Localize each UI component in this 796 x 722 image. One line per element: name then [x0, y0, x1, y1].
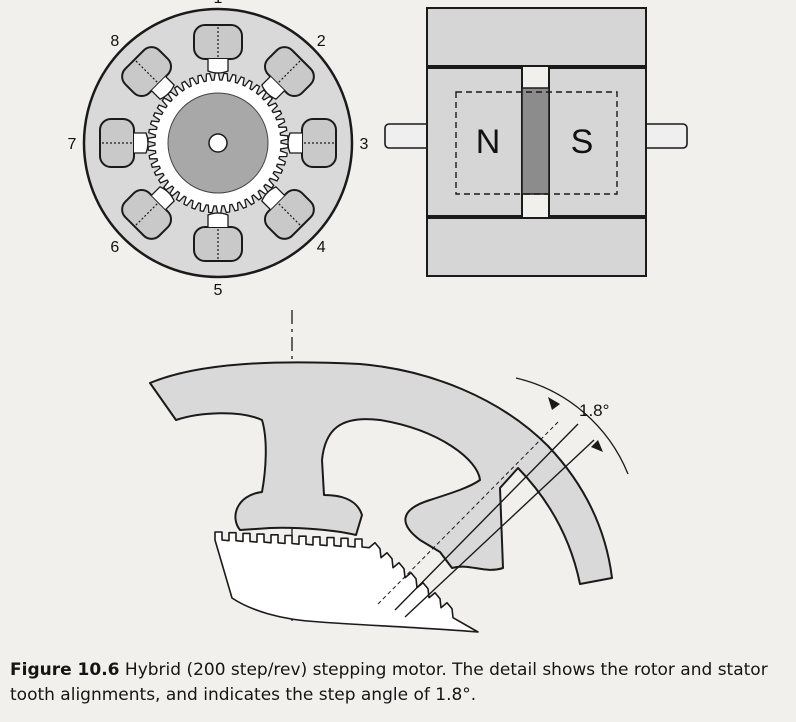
stator-pole-label: 6 [110, 239, 119, 256]
stator-coil [287, 118, 337, 168]
rotor-outline-dashed [455, 91, 618, 195]
stator-pole-label: 8 [110, 33, 119, 50]
stator-pole-label: 5 [214, 282, 223, 299]
step-angle-indicator [377, 377, 629, 618]
shaft-hole [208, 133, 228, 153]
stator-coil [121, 46, 175, 100]
figure-number: Figure 10.6 [10, 660, 120, 680]
top-stator-block [426, 7, 647, 67]
cross-section-view: 1 2 3 4 5 6 7 8 [68, 0, 369, 299]
bottom-stator-block [426, 217, 647, 277]
stator-coil [193, 212, 243, 262]
stator-pole-labels: 1 2 3 4 5 6 7 8 [68, 0, 369, 299]
caption-text: Hybrid (200 step/rev) stepping motor. Th… [10, 660, 768, 705]
stator-pole-label: 7 [68, 136, 77, 153]
side-view: N S [384, 7, 688, 277]
stator-coil [261, 46, 315, 100]
stator-coil [193, 24, 243, 74]
south-label: S [571, 123, 594, 161]
figure-caption: Figure 10.6 Hybrid (200 step/rev) steppi… [10, 658, 790, 708]
step-angle-label: 1.8° [579, 401, 609, 420]
stator-pole-label: 3 [360, 136, 369, 153]
stator-pole-label: 4 [317, 239, 326, 256]
stator-coil [121, 186, 175, 240]
stator-segment [149, 361, 613, 585]
north-label: N [476, 123, 501, 161]
stator-coil [99, 118, 149, 168]
rotor-segment [214, 531, 479, 633]
stator-pole-label: 1 [214, 0, 223, 7]
tooth-detail-view: 1.8° [149, 310, 629, 633]
permanent-magnet [521, 87, 550, 195]
stator-pole-label: 2 [317, 33, 326, 50]
